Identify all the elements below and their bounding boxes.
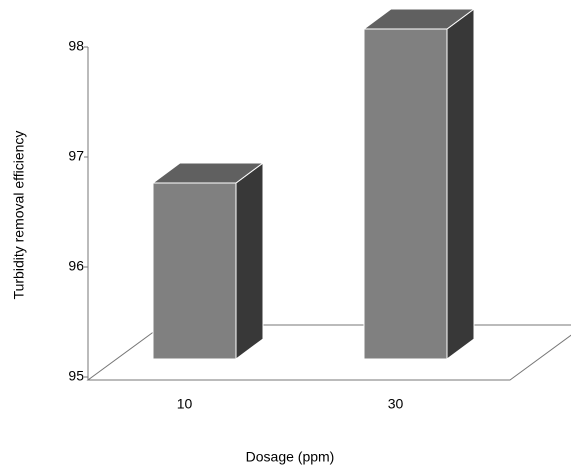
y-tick-label: 97 — [68, 148, 84, 164]
floor — [86, 324, 571, 381]
y-axis-label: Turbidity removal efficiency — [11, 131, 27, 300]
x-tick-label: 30 — [388, 396, 404, 412]
y-tick-label: 96 — [68, 258, 84, 274]
bar-side — [235, 162, 264, 360]
y-tick-label: 95 — [68, 368, 84, 384]
bar — [363, 28, 448, 360]
bar — [152, 182, 237, 360]
x-axis-label: Dosage (ppm) — [246, 449, 335, 465]
x-tick-label: 10 — [177, 396, 193, 412]
bar-side — [446, 8, 475, 360]
y-tick-label: 98 — [68, 38, 84, 54]
